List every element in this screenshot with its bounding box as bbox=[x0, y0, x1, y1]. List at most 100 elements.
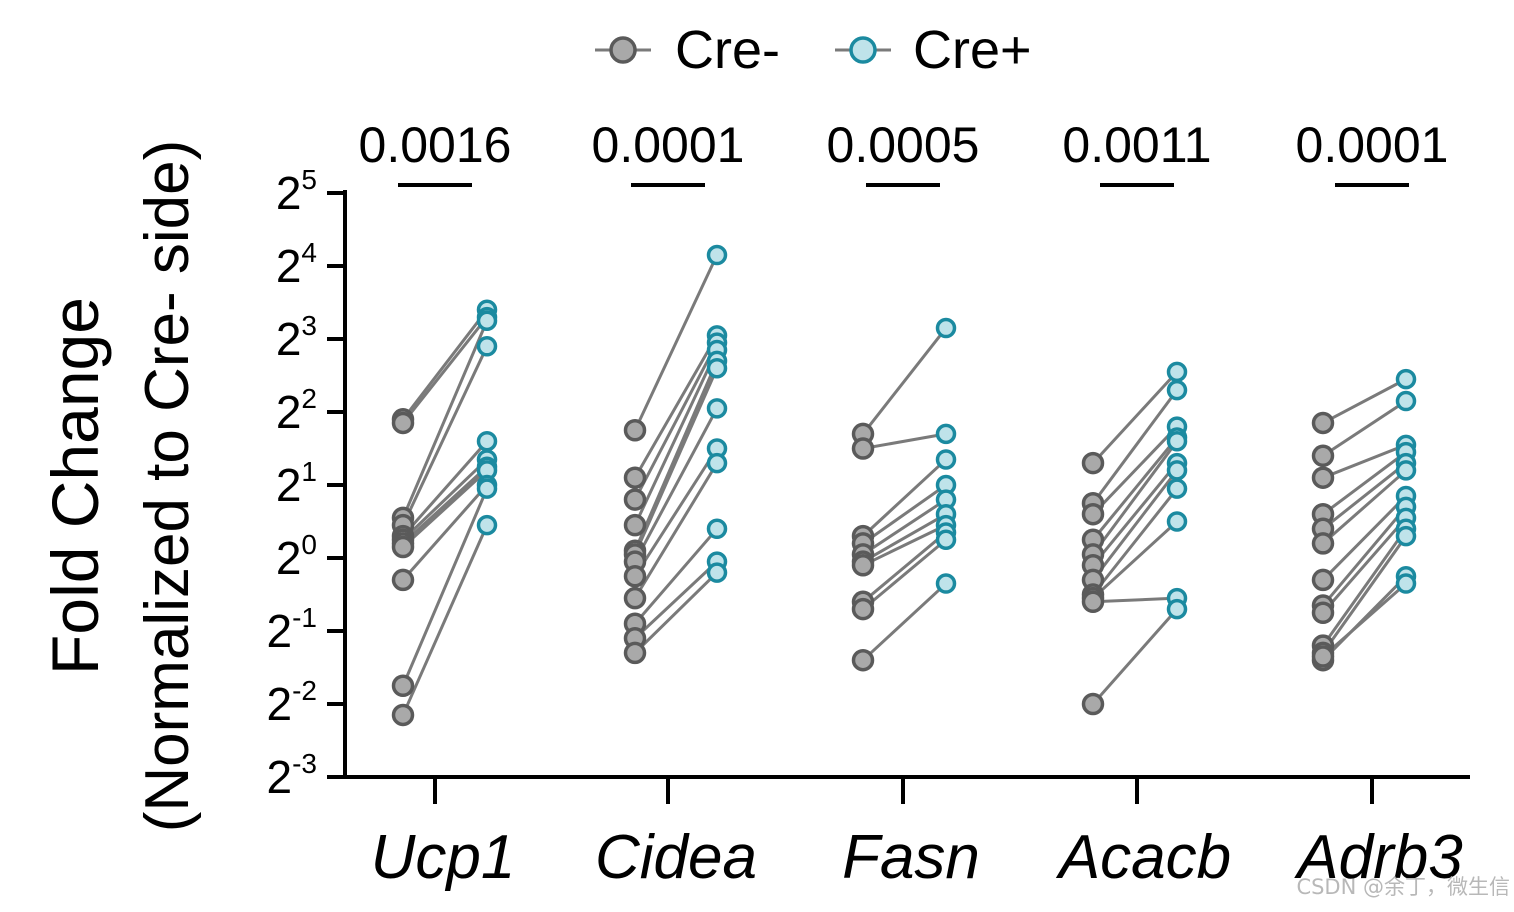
pair-line bbox=[1091, 425, 1179, 516]
cre-plus-point bbox=[1166, 430, 1188, 452]
pair-line bbox=[633, 447, 719, 578]
y-axis-title-line1: Fold Change bbox=[38, 297, 112, 675]
pair-line bbox=[1322, 443, 1407, 480]
pair-line bbox=[633, 360, 719, 552]
pair-line bbox=[633, 462, 719, 599]
cre-plus-point bbox=[706, 244, 728, 266]
p-value-label: 0.0005 bbox=[827, 117, 980, 173]
pair-line bbox=[633, 341, 719, 501]
pair-line bbox=[633, 560, 719, 640]
y-tick-label: 22 bbox=[276, 383, 317, 438]
pair-line bbox=[1322, 399, 1407, 458]
cre-minus-point bbox=[391, 674, 415, 697]
y-tick-label-base: 2 bbox=[276, 167, 302, 219]
pair-line bbox=[633, 254, 719, 431]
cre-minus-point bbox=[1311, 532, 1335, 555]
pair-line bbox=[1321, 516, 1408, 614]
cre-minus-point bbox=[1081, 692, 1105, 716]
pair-line bbox=[1322, 469, 1407, 545]
cre-plus-point bbox=[706, 518, 728, 540]
legend-marker bbox=[849, 36, 877, 64]
y-tick-label-exponent: 4 bbox=[301, 237, 317, 268]
pair-line bbox=[401, 524, 489, 716]
y-tick-label-exponent: -1 bbox=[292, 602, 317, 633]
y-axis-title-line2: (Normalized to Cre- side) bbox=[133, 140, 202, 833]
cre-plus-point bbox=[476, 514, 498, 536]
cre-plus-point bbox=[1166, 379, 1188, 401]
pair-line bbox=[633, 367, 719, 555]
pair-line bbox=[1091, 436, 1179, 541]
p-value-label: 0.0001 bbox=[592, 117, 745, 173]
data-points bbox=[391, 244, 1417, 727]
y-tick-label: 23 bbox=[276, 310, 317, 365]
y-tick-label: 2-2 bbox=[267, 675, 318, 730]
cre-minus-point bbox=[623, 565, 647, 588]
pair-line bbox=[1321, 527, 1408, 647]
pair-line bbox=[862, 483, 947, 545]
y-tick-label-exponent: 0 bbox=[301, 529, 317, 560]
pair-line bbox=[633, 527, 719, 625]
cre-minus-point bbox=[1081, 590, 1105, 614]
pair-line bbox=[1322, 450, 1407, 516]
pair-line bbox=[633, 334, 719, 479]
cre-plus-point bbox=[1166, 361, 1188, 383]
pair-line bbox=[862, 538, 947, 611]
pair-line bbox=[401, 465, 489, 545]
pair-line bbox=[633, 571, 719, 654]
pair-line bbox=[1322, 582, 1407, 658]
cre-minus-point bbox=[623, 586, 647, 610]
pair-line bbox=[861, 327, 948, 435]
pair-line bbox=[861, 582, 948, 662]
cre-plus-point bbox=[706, 562, 728, 583]
cre-minus-point bbox=[1311, 444, 1335, 468]
cre-plus-point bbox=[476, 478, 498, 499]
pair-lines bbox=[401, 254, 1408, 716]
cre-plus-point bbox=[1166, 460, 1188, 481]
pair-line bbox=[401, 458, 489, 541]
y-tick-label: 24 bbox=[276, 237, 317, 292]
cre-plus-point bbox=[1166, 598, 1188, 620]
cre-minus-point bbox=[391, 411, 415, 435]
cre-minus-point bbox=[623, 466, 647, 489]
cre-minus-point bbox=[1311, 601, 1335, 624]
cre-plus-point bbox=[935, 573, 957, 594]
cre-minus-point bbox=[623, 513, 647, 537]
pair-line bbox=[862, 498, 947, 556]
y-tick-label-exponent: 1 bbox=[301, 456, 317, 487]
x-tick-labels: Ucp1 Cidea Fasn Acacb Adrb3 bbox=[371, 823, 1463, 892]
legend-marker bbox=[609, 36, 637, 64]
pair-line bbox=[1091, 520, 1179, 600]
y-tick-label-base: 2 bbox=[267, 678, 293, 730]
pair-line bbox=[633, 349, 719, 526]
cre-plus-point bbox=[1395, 460, 1417, 481]
pair-line bbox=[1091, 440, 1179, 556]
pair-line bbox=[1322, 461, 1407, 530]
y-tick-label-base: 2 bbox=[267, 751, 293, 803]
pair-line bbox=[1091, 487, 1179, 596]
pair-line bbox=[861, 458, 948, 538]
pair-line bbox=[1321, 505, 1408, 607]
cre-plus-point bbox=[1395, 368, 1417, 390]
x-tick-label: Cidea bbox=[595, 823, 757, 892]
pair-line bbox=[633, 407, 719, 563]
cre-plus-point bbox=[476, 310, 498, 331]
pair-line bbox=[862, 523, 947, 567]
cre-plus-point bbox=[1166, 511, 1188, 532]
pair-line bbox=[401, 440, 489, 538]
y-tick-label-exponent: -3 bbox=[292, 748, 317, 779]
pair-line bbox=[862, 432, 947, 450]
pair-line bbox=[1322, 377, 1407, 425]
cre-minus-point bbox=[623, 641, 647, 665]
legend-label: Cre+ bbox=[913, 20, 1032, 80]
legend-label: Cre- bbox=[675, 20, 780, 80]
pair-line bbox=[401, 320, 489, 519]
cre-minus-point bbox=[851, 648, 875, 672]
cre-plus-point bbox=[935, 317, 957, 339]
y-tick-label-exponent: 2 bbox=[301, 383, 317, 414]
y-tick-label: 25 bbox=[276, 164, 317, 219]
cre-plus-point bbox=[706, 357, 728, 379]
cre-plus-point bbox=[1395, 525, 1417, 547]
y-axis-label: Fold Change (Normalized to Cre- side) bbox=[38, 140, 202, 833]
cre-minus-point bbox=[391, 568, 415, 592]
